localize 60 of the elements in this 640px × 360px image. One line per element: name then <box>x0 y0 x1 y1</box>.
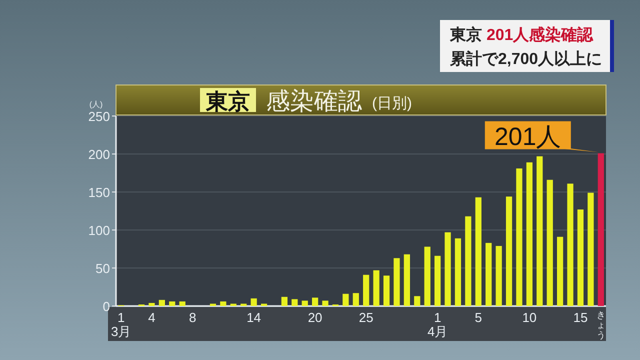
bar <box>302 300 308 306</box>
bar <box>394 258 400 306</box>
bar <box>454 238 462 306</box>
bar <box>444 232 451 306</box>
bar <box>383 276 390 306</box>
bar <box>342 294 349 306</box>
x-tick-label: 25 <box>358 310 374 325</box>
y-tick-label: 250 <box>88 109 110 124</box>
y-tick-label: 150 <box>88 185 110 200</box>
y-axis-title: (人) <box>89 100 103 109</box>
x-tick-label: 4 <box>148 310 156 325</box>
bar <box>557 236 564 306</box>
bar <box>516 168 522 306</box>
text: 累計で2,700人以上に <box>449 50 602 68</box>
bar <box>322 300 328 306</box>
bar <box>414 296 420 306</box>
bar <box>577 209 584 306</box>
x-tick-label: 1 4月 <box>427 310 448 339</box>
x-tick-label: 5 <box>474 310 482 325</box>
bar <box>352 293 359 306</box>
bar <box>567 184 574 306</box>
x-tick-label: 1 3月 <box>110 310 132 339</box>
chart-title: 東京 感染確認 <box>205 88 362 115</box>
bar <box>148 302 155 306</box>
bar <box>536 156 543 306</box>
x-tick-label: 8 <box>188 310 196 325</box>
bar <box>158 300 165 306</box>
x-tick-label: 14 <box>246 310 262 325</box>
bar <box>281 296 288 306</box>
bar <box>424 246 430 306</box>
bar <box>526 162 532 306</box>
bar <box>312 298 318 306</box>
bar <box>250 298 257 306</box>
bar <box>546 180 553 306</box>
x-tick-label: きょう <box>596 310 606 340</box>
y-tick-label: 200 <box>88 147 110 162</box>
y-tick-label: 50 <box>96 261 110 276</box>
x-tick-label: 20 <box>308 310 322 325</box>
bar <box>486 242 492 306</box>
bar <box>179 301 186 306</box>
bar <box>588 192 594 306</box>
bar <box>598 153 604 306</box>
bar <box>434 256 441 306</box>
x-tick-label: 15 <box>573 310 588 325</box>
bar <box>292 299 298 306</box>
bar <box>475 197 482 306</box>
bar <box>465 216 472 306</box>
bar <box>404 254 410 306</box>
bar <box>496 246 502 306</box>
y-tick-label: 0 <box>102 299 110 314</box>
bar <box>506 196 512 306</box>
bar <box>373 270 380 306</box>
chart-subtitle: (日別) <box>372 95 412 112</box>
bar <box>220 301 226 306</box>
bar <box>363 274 370 306</box>
y-tick-label: 100 <box>88 223 110 238</box>
text: 東京 201人感染確認 <box>449 26 594 44</box>
annotation: 201人 <box>494 123 562 152</box>
bar <box>169 301 176 306</box>
x-tick-label: 10 <box>522 310 537 325</box>
